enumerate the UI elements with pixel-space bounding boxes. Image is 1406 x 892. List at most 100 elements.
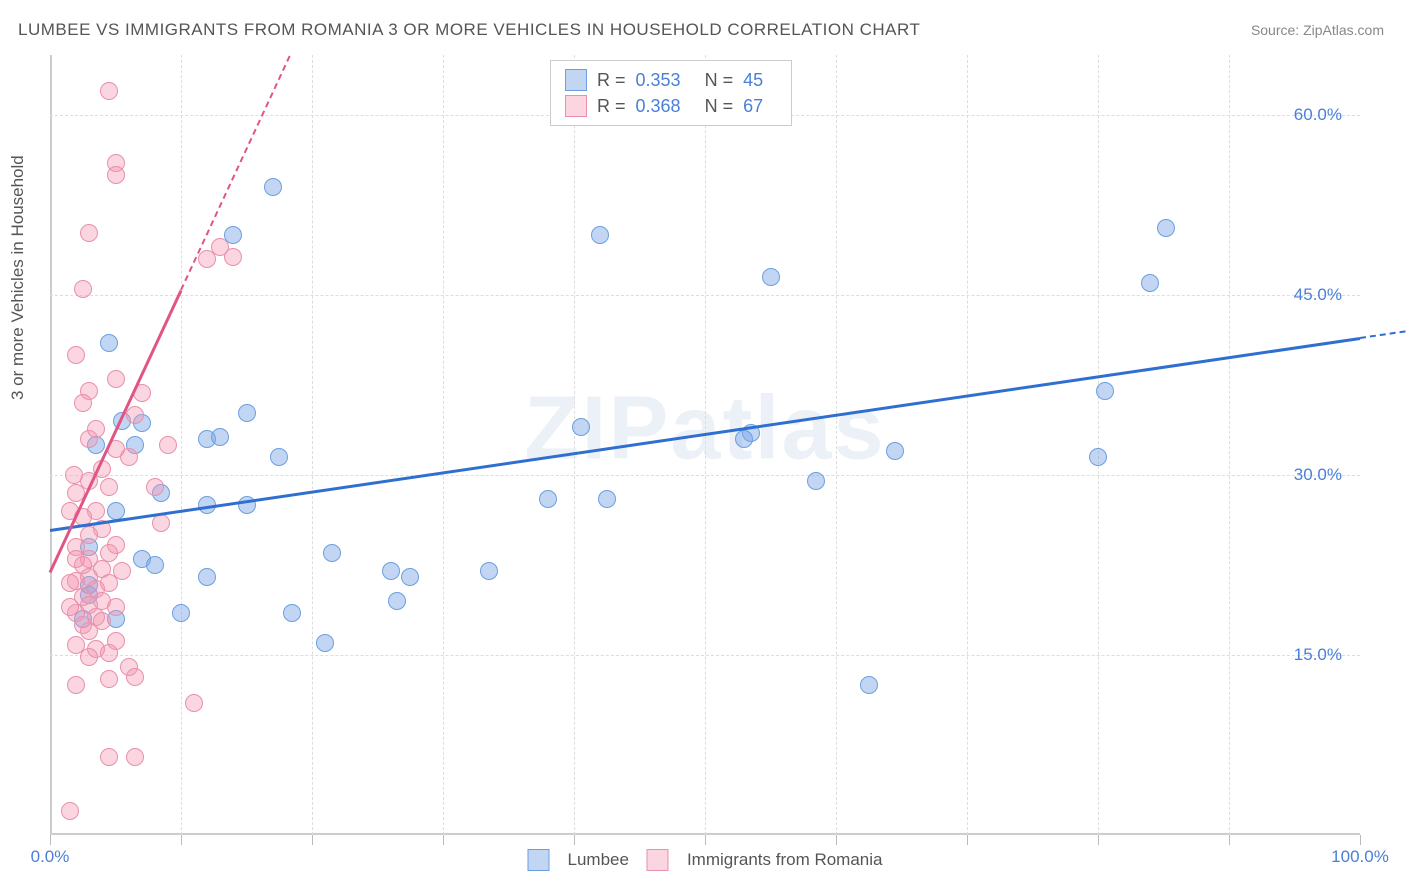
data-point bbox=[146, 556, 164, 574]
data-point bbox=[762, 268, 780, 286]
gridline-v bbox=[574, 55, 575, 835]
data-point bbox=[886, 442, 904, 460]
data-point bbox=[80, 648, 98, 666]
stats-legend-row: R = 0.353 N = 45 bbox=[565, 67, 777, 93]
data-point bbox=[120, 448, 138, 466]
data-point bbox=[316, 634, 334, 652]
y-tick-label: 60.0% bbox=[1294, 105, 1342, 125]
gridline-v bbox=[967, 55, 968, 835]
source-attribution: Source: ZipAtlas.com bbox=[1251, 22, 1384, 38]
data-point bbox=[74, 394, 92, 412]
data-point bbox=[107, 370, 125, 388]
legend-label: Lumbee bbox=[568, 850, 629, 870]
stats-legend: R = 0.353 N = 45 R = 0.368 N = 67 bbox=[550, 60, 792, 126]
data-point bbox=[382, 562, 400, 580]
x-tick-mark bbox=[574, 835, 575, 845]
data-point bbox=[735, 430, 753, 448]
y-tick-label: 30.0% bbox=[1294, 465, 1342, 485]
data-point bbox=[480, 562, 498, 580]
data-point bbox=[146, 478, 164, 496]
data-point bbox=[1096, 382, 1114, 400]
x-tick-mark bbox=[443, 835, 444, 845]
x-tick-mark bbox=[1360, 835, 1361, 845]
stats-legend-row: R = 0.368 N = 67 bbox=[565, 93, 777, 119]
r-value: 0.353 bbox=[636, 70, 681, 91]
data-point bbox=[61, 574, 79, 592]
x-tick-mark bbox=[1098, 835, 1099, 845]
data-point bbox=[185, 694, 203, 712]
r-value: 0.368 bbox=[636, 96, 681, 117]
gridline-v bbox=[312, 55, 313, 835]
data-point bbox=[598, 490, 616, 508]
data-point bbox=[238, 404, 256, 422]
data-point bbox=[172, 604, 190, 622]
data-point bbox=[67, 550, 85, 568]
data-point bbox=[1157, 219, 1175, 237]
y-axis-label: 3 or more Vehicles in Household bbox=[8, 155, 28, 400]
data-point bbox=[264, 178, 282, 196]
y-tick-label: 45.0% bbox=[1294, 285, 1342, 305]
legend-label: Immigrants from Romania bbox=[687, 850, 883, 870]
data-point bbox=[1089, 448, 1107, 466]
data-point bbox=[323, 544, 341, 562]
data-point bbox=[401, 568, 419, 586]
data-point bbox=[807, 472, 825, 490]
legend-swatch bbox=[565, 95, 587, 117]
gridline-v bbox=[836, 55, 837, 835]
x-tick-mark bbox=[1229, 835, 1230, 845]
data-point bbox=[270, 448, 288, 466]
data-point bbox=[87, 420, 105, 438]
n-label: N = bbox=[705, 96, 734, 117]
r-label: R = bbox=[597, 96, 626, 117]
legend-swatch bbox=[565, 69, 587, 91]
data-point bbox=[126, 406, 144, 424]
data-point bbox=[1141, 274, 1159, 292]
r-label: R = bbox=[597, 70, 626, 91]
data-point bbox=[572, 418, 590, 436]
x-tick-mark bbox=[705, 835, 706, 845]
legend-swatch bbox=[647, 849, 669, 871]
data-point bbox=[100, 748, 118, 766]
data-point bbox=[74, 280, 92, 298]
gridline-v bbox=[1229, 55, 1230, 835]
data-point bbox=[100, 82, 118, 100]
x-tick-mark bbox=[50, 835, 51, 845]
x-tick-mark bbox=[967, 835, 968, 845]
data-point bbox=[198, 250, 216, 268]
chart-title: LUMBEE VS IMMIGRANTS FROM ROMANIA 3 OR M… bbox=[18, 20, 920, 40]
y-tick-label: 15.0% bbox=[1294, 645, 1342, 665]
data-point bbox=[100, 670, 118, 688]
n-value: 67 bbox=[743, 96, 763, 117]
data-point bbox=[860, 676, 878, 694]
x-tick-mark bbox=[181, 835, 182, 845]
data-point bbox=[61, 598, 79, 616]
data-point bbox=[539, 490, 557, 508]
data-point bbox=[107, 166, 125, 184]
data-point bbox=[107, 598, 125, 616]
data-point bbox=[198, 568, 216, 586]
data-point bbox=[126, 748, 144, 766]
data-point bbox=[126, 668, 144, 686]
data-point bbox=[159, 436, 177, 454]
data-point bbox=[65, 466, 83, 484]
data-point bbox=[67, 676, 85, 694]
trend-line-dashed bbox=[1360, 55, 1406, 339]
data-point bbox=[224, 248, 242, 266]
x-tick-mark bbox=[836, 835, 837, 845]
scatter-chart: ZIPatlas 15.0%30.0%45.0%60.0%0.0%100.0%R… bbox=[50, 55, 1360, 835]
data-point bbox=[80, 622, 98, 640]
data-point bbox=[283, 604, 301, 622]
gridline-v bbox=[181, 55, 182, 835]
gridline-v bbox=[443, 55, 444, 835]
series-legend: Lumbee Immigrants from Romania bbox=[528, 849, 883, 871]
data-point bbox=[61, 802, 79, 820]
data-point bbox=[388, 592, 406, 610]
data-point bbox=[211, 428, 229, 446]
n-label: N = bbox=[705, 70, 734, 91]
legend-swatch bbox=[528, 849, 550, 871]
data-point bbox=[100, 644, 118, 662]
y-axis-line bbox=[50, 55, 52, 835]
data-point bbox=[67, 346, 85, 364]
n-value: 45 bbox=[743, 70, 763, 91]
data-point bbox=[80, 224, 98, 242]
